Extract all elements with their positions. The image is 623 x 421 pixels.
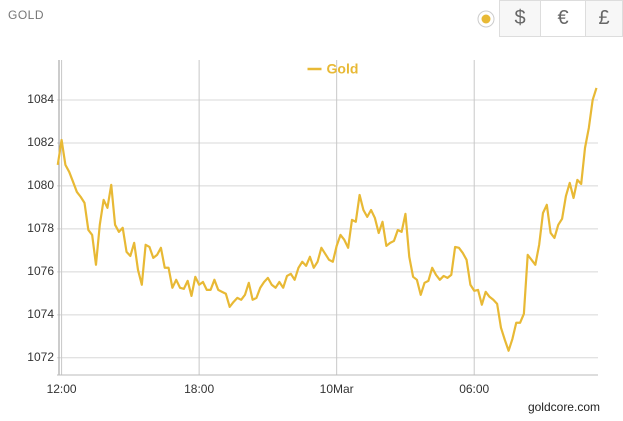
currency-button[interactable]: € [540, 0, 586, 37]
x-tick-label: 10Mar [320, 382, 354, 396]
currency-button[interactable]: $ [499, 0, 541, 37]
y-tick-label: 1080 [27, 178, 54, 192]
header-title: GOLD [8, 8, 45, 22]
x-tick-label: 06:00 [459, 382, 489, 396]
y-tick-label: 1084 [27, 92, 54, 106]
legend-label: Gold [327, 61, 359, 77]
y-tick-label: 1072 [27, 350, 54, 364]
y-tick-label: 1078 [27, 221, 54, 235]
y-tick-label: 1082 [27, 135, 54, 149]
y-tick-label: 1076 [27, 264, 54, 278]
credit: goldcore.com [528, 400, 600, 414]
y-tick-label: 1074 [27, 307, 54, 321]
currency-button[interactable]: £ [585, 0, 623, 37]
gold-icon [477, 10, 494, 27]
price-line [56, 87, 598, 352]
x-tick-label: 18:00 [184, 382, 214, 396]
metal-button[interactable] [472, 0, 499, 37]
x-tick-label: 12:00 [47, 382, 77, 396]
